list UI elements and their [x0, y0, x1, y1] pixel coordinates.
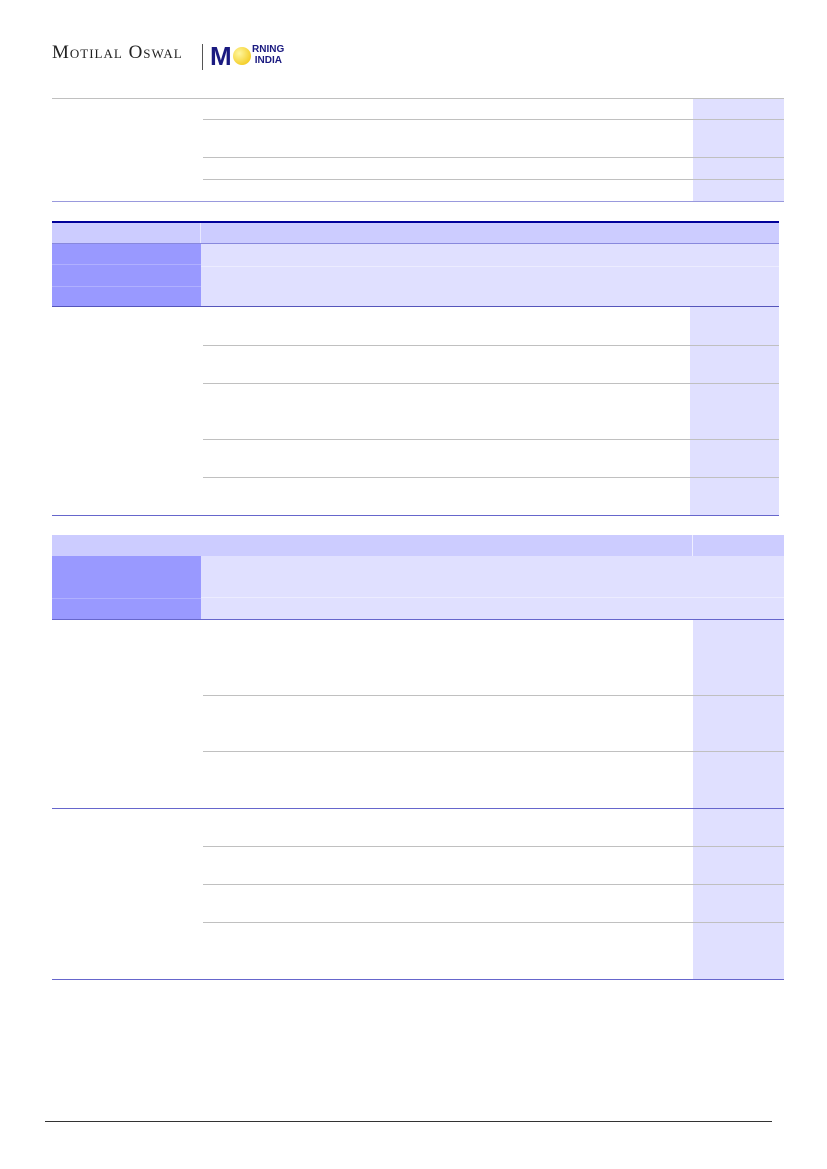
divider — [52, 264, 201, 265]
divider — [203, 751, 784, 752]
content-cell — [201, 244, 779, 306]
divider — [52, 808, 784, 809]
footer-rule — [45, 1121, 772, 1122]
value-column — [690, 307, 779, 515]
divider — [203, 695, 784, 696]
value-column — [693, 620, 784, 979]
divider — [52, 979, 784, 980]
divider — [203, 157, 784, 158]
label-cell — [52, 556, 201, 619]
divider — [201, 266, 779, 267]
divider — [52, 515, 779, 516]
label-cell — [52, 244, 201, 306]
table-header — [52, 223, 779, 243]
value-column — [693, 98, 784, 201]
divider — [203, 846, 784, 847]
divider — [203, 884, 784, 885]
divider — [52, 306, 779, 307]
content-cell — [201, 556, 784, 619]
divider — [200, 223, 201, 243]
logo-text-top: RNING — [252, 44, 285, 55]
divider — [52, 619, 784, 620]
divider — [203, 345, 779, 346]
divider — [52, 243, 779, 244]
divider — [203, 922, 784, 923]
divider — [52, 98, 784, 99]
divider — [203, 179, 784, 180]
divider — [203, 119, 784, 120]
logo-text-bottom: INDIA — [254, 55, 283, 66]
sun-icon — [233, 47, 251, 65]
morning-india-logo-text: RNING INDIA — [252, 44, 284, 66]
divider — [203, 439, 779, 440]
divider — [201, 597, 784, 598]
divider — [52, 286, 201, 287]
divider — [203, 477, 779, 478]
divider — [52, 201, 784, 202]
motilal-oswal-logo: Motilal Oswal — [52, 42, 183, 63]
logo-divider — [202, 44, 203, 70]
divider — [52, 598, 201, 599]
table-header — [52, 535, 784, 556]
divider — [203, 383, 779, 384]
morning-india-logo: M — [210, 41, 232, 71]
divider — [52, 221, 779, 223]
